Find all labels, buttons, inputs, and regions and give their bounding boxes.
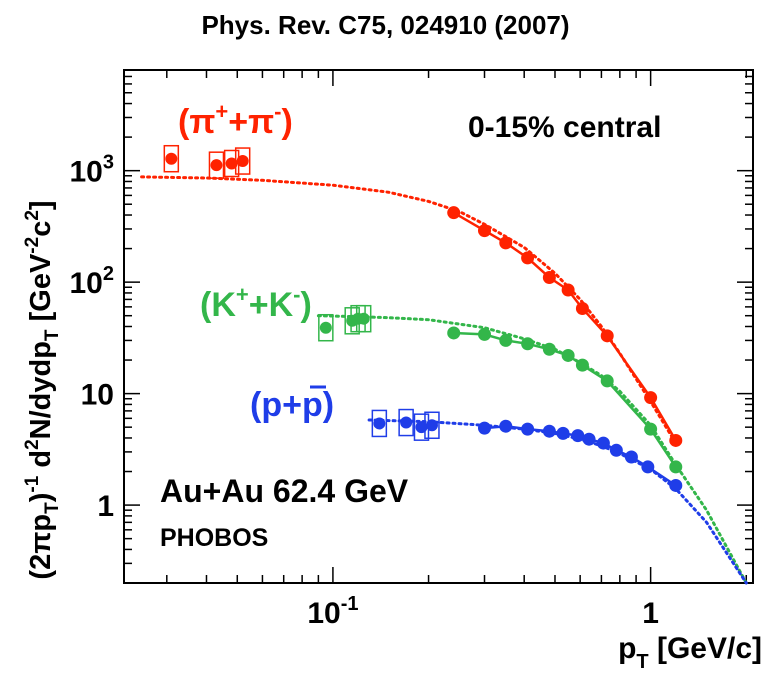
data-point-high-pt	[669, 433, 683, 447]
y-tick-label: 102	[70, 263, 115, 300]
x-tick-label: 10-1	[307, 593, 358, 630]
high-pt-line-1	[453, 331, 677, 468]
x-axis-label: pT [GeV/c]	[618, 632, 762, 673]
data-point-high-pt	[556, 426, 570, 440]
data-point-high-pt	[521, 337, 535, 351]
data-point-high-pt	[521, 422, 535, 436]
data-point-high-pt	[644, 422, 658, 436]
series-label-pions: (π++π-)	[178, 99, 293, 141]
data-point-high-pt	[571, 429, 585, 443]
data-point-high-pt	[669, 460, 683, 474]
experiment-annotation: PHOBOS	[160, 524, 268, 552]
data-point-high-pt	[624, 450, 638, 464]
data-point-high-pt	[478, 421, 492, 435]
data-point-low-pt	[236, 155, 249, 168]
data-point-high-pt	[478, 327, 492, 341]
data-point-high-pt	[669, 478, 683, 492]
data-point-low-pt	[319, 321, 332, 334]
data-point-high-pt	[478, 224, 492, 238]
data-point-high-pt	[447, 206, 461, 220]
series-label-kaons: (K++K-)	[200, 282, 312, 324]
data-point-low-pt	[165, 152, 178, 165]
data-point-high-pt	[561, 348, 575, 362]
data-point-high-pt	[447, 326, 461, 340]
fit-curve-2	[367, 418, 748, 585]
data-point-low-pt	[425, 419, 438, 432]
x-tick-label: 1	[642, 597, 659, 630]
systematic-box	[371, 409, 388, 438]
data-point-high-pt	[596, 436, 610, 450]
data-point-high-pt	[644, 391, 658, 405]
data-point-high-pt	[582, 432, 596, 446]
data-point-low-pt	[210, 159, 223, 172]
high-pt-line-0	[453, 211, 677, 442]
systematic-box	[163, 144, 180, 173]
data-point-low-pt	[400, 416, 413, 429]
data-point-low-pt	[373, 417, 386, 430]
data-point-high-pt	[521, 251, 535, 265]
y-tick-label: 1	[97, 490, 114, 523]
y-tick-label: 10	[81, 379, 114, 412]
series-label-protons: (p+p)	[250, 386, 334, 424]
data-point-high-pt	[542, 342, 556, 356]
data-point-high-pt	[609, 443, 623, 457]
data-point-high-pt	[542, 424, 556, 438]
data-point-high-pt	[499, 236, 513, 250]
data-point-high-pt	[600, 329, 614, 343]
systematic-box	[398, 408, 414, 437]
data-point-low-pt	[357, 312, 370, 325]
data-point-high-pt	[499, 333, 513, 347]
data-point-high-pt	[641, 460, 655, 474]
data-point-high-pt	[600, 374, 614, 388]
data-point-high-pt	[499, 419, 513, 433]
data-point-low-pt	[415, 421, 428, 434]
y-tick-label: 103	[70, 152, 115, 189]
data-point-high-pt	[575, 302, 589, 316]
y-axis-label: (2πpT)-1 d2N/dydpT [GeV-2c2]	[22, 200, 63, 579]
data-point-high-pt	[561, 283, 575, 297]
centrality-annotation: 0-15% central	[468, 111, 661, 144]
fit-curve-1	[316, 314, 748, 585]
reference-header: Phys. Rev. C75, 024910 (2007)	[201, 10, 570, 40]
system-annotation: Au+Au 62.4 GeV	[160, 473, 409, 509]
systematic-box	[208, 151, 225, 179]
data-point-low-pt	[225, 157, 238, 170]
data-point-high-pt	[575, 358, 589, 372]
data-point-high-pt	[542, 271, 556, 285]
systematic-box	[318, 313, 334, 342]
